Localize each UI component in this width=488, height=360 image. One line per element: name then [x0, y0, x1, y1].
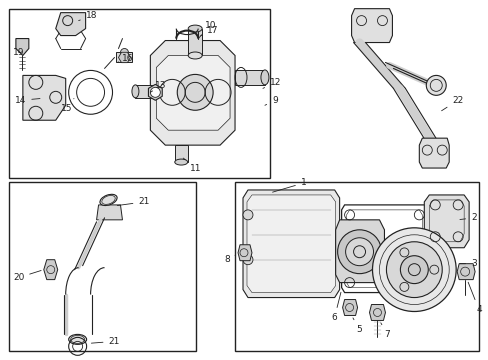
Polygon shape	[351, 9, 392, 42]
Text: 16: 16	[117, 54, 133, 63]
Circle shape	[386, 242, 441, 298]
Ellipse shape	[188, 52, 202, 59]
Polygon shape	[243, 190, 339, 298]
Polygon shape	[175, 145, 188, 162]
Text: 6: 6	[331, 292, 340, 322]
Text: 21: 21	[91, 337, 120, 346]
Circle shape	[243, 255, 252, 265]
Ellipse shape	[132, 85, 139, 98]
Polygon shape	[156, 55, 229, 130]
Text: 21: 21	[117, 197, 149, 206]
Text: 2: 2	[459, 213, 476, 222]
Polygon shape	[96, 205, 122, 220]
Bar	[9, 182, 196, 351]
Polygon shape	[118, 52, 130, 63]
Text: 7: 7	[380, 323, 389, 339]
Polygon shape	[56, 13, 85, 36]
Ellipse shape	[100, 194, 117, 206]
Circle shape	[243, 210, 252, 220]
Polygon shape	[116, 53, 132, 62]
Polygon shape	[16, 39, 29, 55]
Text: 19: 19	[13, 48, 24, 57]
Text: 3: 3	[459, 259, 476, 268]
Polygon shape	[342, 300, 357, 315]
Polygon shape	[44, 260, 58, 280]
Polygon shape	[235, 71, 264, 85]
Circle shape	[400, 256, 427, 284]
Polygon shape	[419, 138, 448, 168]
Ellipse shape	[188, 25, 202, 32]
Text: 15: 15	[61, 99, 74, 113]
Ellipse shape	[261, 70, 268, 85]
Circle shape	[426, 75, 446, 95]
Text: 13: 13	[150, 81, 166, 92]
Polygon shape	[148, 84, 162, 100]
Text: 17: 17	[201, 26, 218, 36]
Bar	[9, 9, 269, 178]
Polygon shape	[238, 245, 251, 261]
Text: 12: 12	[263, 78, 281, 88]
Text: 22: 22	[441, 96, 463, 111]
Polygon shape	[456, 264, 474, 280]
Text: 8: 8	[224, 255, 235, 264]
Text: 20: 20	[13, 270, 41, 282]
Polygon shape	[150, 41, 235, 145]
Polygon shape	[246, 195, 335, 293]
Polygon shape	[23, 75, 65, 120]
Ellipse shape	[68, 334, 86, 345]
Polygon shape	[135, 85, 155, 98]
Circle shape	[337, 230, 381, 274]
Ellipse shape	[174, 159, 187, 165]
Polygon shape	[335, 220, 384, 283]
Circle shape	[120, 49, 128, 57]
Text: 18: 18	[79, 11, 97, 21]
Circle shape	[177, 75, 213, 110]
Polygon shape	[188, 28, 202, 55]
Text: 11: 11	[183, 158, 201, 172]
Text: 9: 9	[264, 96, 277, 105]
Text: 4: 4	[467, 282, 481, 314]
Text: 14: 14	[15, 96, 40, 105]
Circle shape	[372, 228, 455, 311]
Polygon shape	[424, 195, 468, 248]
Text: 5: 5	[352, 318, 362, 334]
Circle shape	[150, 87, 160, 97]
Circle shape	[345, 238, 373, 266]
Polygon shape	[369, 305, 385, 320]
Text: 1: 1	[272, 179, 306, 192]
Bar	[235, 182, 478, 351]
Text: 10: 10	[198, 21, 216, 39]
